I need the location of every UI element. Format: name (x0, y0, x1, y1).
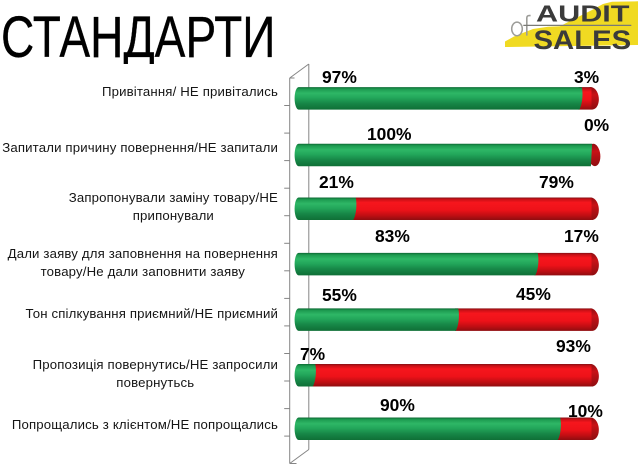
svg-text:SALES: SALES (534, 24, 632, 55)
svg-text:AUDIT: AUDIT (536, 0, 630, 26)
